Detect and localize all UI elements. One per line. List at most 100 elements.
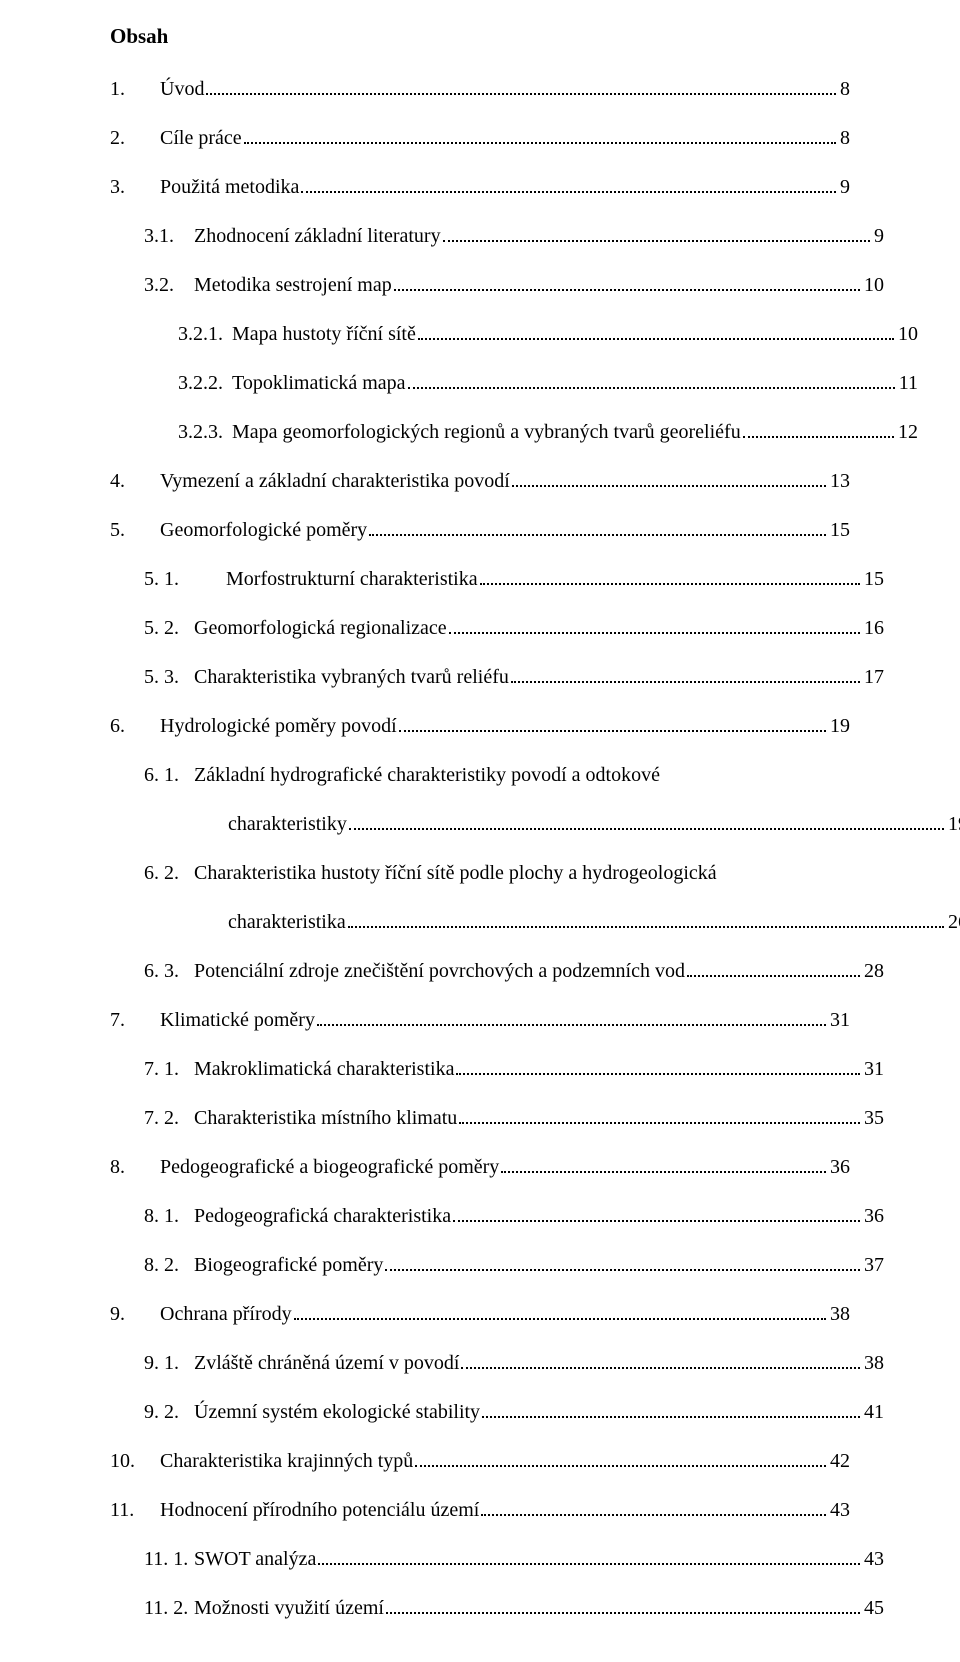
toc-entry: 7. 1.Makroklimatická charakteristika31	[110, 1055, 884, 1083]
toc-entry-page: 37	[862, 1251, 884, 1279]
toc-entry-title: Základní hydrografické charakteristiky p…	[194, 761, 660, 789]
toc-entry: 9. 1.Zvláště chráněná území v povodí38	[110, 1349, 884, 1377]
toc-entry: 7.Klimatické poměry31	[110, 1006, 850, 1034]
toc-leader	[301, 173, 836, 193]
toc-entry-number: 3.2.2.	[178, 369, 232, 397]
toc-entry-number: 10.	[110, 1447, 160, 1475]
toc-entry-number: 9. 1.	[144, 1349, 194, 1377]
toc-entry-number: 8.	[110, 1153, 160, 1181]
toc-leader	[386, 1594, 860, 1614]
toc-entry: 7. 2.Charakteristika místního klimatu 35	[110, 1104, 884, 1132]
toc-entry-page: 9	[872, 222, 884, 250]
toc-leader	[348, 908, 944, 928]
toc-entry: 3.Použitá metodika9	[110, 173, 850, 201]
toc-leader	[456, 1055, 860, 1075]
toc-leader	[394, 271, 860, 291]
toc-leader	[415, 1447, 826, 1467]
toc-entry-continuation: charakteristika 26	[110, 908, 960, 936]
toc-entry-number: 6. 2.	[144, 859, 194, 887]
toc-entry-title: Mapa hustoty říční sítě	[232, 320, 416, 348]
toc-leader	[453, 1202, 860, 1222]
toc-entry: 8.Pedogeografické a biogeografické poměr…	[110, 1153, 850, 1181]
toc-entry: 3.2.1.Mapa hustoty říční sítě10	[110, 320, 918, 348]
toc-entry-page: 41	[862, 1398, 884, 1426]
toc-entry-page: 42	[828, 1447, 850, 1475]
toc-leader	[244, 124, 836, 144]
toc-entry: 5. 1.Morfostrukturní charakteristika15	[110, 565, 884, 593]
toc-entry-title: Makroklimatická charakteristika	[194, 1055, 454, 1083]
toc-entry: 5. 2.Geomorfologická regionalizace16	[110, 614, 884, 642]
toc-entry: 1.Úvod8	[110, 75, 850, 103]
toc-entry-page: 36	[828, 1153, 850, 1181]
toc-entry-number: 6.	[110, 712, 160, 740]
toc-entry-title: Použitá metodika	[160, 173, 299, 201]
toc-entry-number: 5.	[110, 516, 160, 544]
toc-entry-page: 43	[828, 1496, 850, 1524]
toc-entry-number: 3.2.3.	[178, 418, 232, 446]
toc-entry: 11. 1.SWOT analýza43	[110, 1545, 884, 1573]
toc-entry: 3.2.3.Mapa geomorfologických regionů a v…	[110, 418, 918, 446]
toc-entry-title: Charakteristika místního klimatu	[194, 1104, 457, 1132]
toc-entry-page: 26	[946, 908, 960, 936]
toc-entry-page: 31	[828, 1006, 850, 1034]
toc-leader	[459, 1104, 860, 1124]
toc-entry-title: Charakteristika vybraných tvarů reliéfu	[194, 663, 509, 691]
toc-entry: 10.Charakteristika krajinných typů 42	[110, 1447, 850, 1475]
toc-entry-title: Geomorfologické poměry	[160, 516, 367, 544]
toc-leader	[482, 1398, 860, 1418]
toc-leader	[206, 75, 836, 95]
toc-entry-page: 12	[896, 418, 918, 446]
toc-entry-title: Možnosti využití území	[194, 1594, 384, 1622]
toc-entry: 8. 1.Pedogeografická charakteristika36	[110, 1202, 884, 1230]
toc-leader	[461, 1349, 860, 1369]
toc-entry-title: Geomorfologická regionalizace	[194, 614, 447, 642]
toc-entry-title: Metodika sestrojení map	[194, 271, 392, 299]
toc-heading: Obsah	[110, 22, 850, 51]
toc-entry-page: 38	[828, 1300, 850, 1328]
toc-leader	[481, 1496, 826, 1516]
toc-leader	[480, 565, 860, 585]
toc-leader	[369, 516, 826, 536]
toc-entry: 6. 3.Potenciální zdroje znečištění povrc…	[110, 957, 884, 985]
toc-entry-number: 5. 2.	[144, 614, 194, 642]
toc-entry-title: Hydrologické poměry povodí	[160, 712, 397, 740]
toc-entry-title: Charakteristika krajinných typů	[160, 1447, 413, 1475]
toc-entry: 6. 1.Základní hydrografické charakterist…	[110, 761, 884, 789]
toc-entry-title: Zvláště chráněná území v povodí	[194, 1349, 459, 1377]
toc-entry: 3.2.Metodika sestrojení map10	[110, 271, 884, 299]
toc-entry-page: 28	[862, 957, 884, 985]
toc-leader	[349, 810, 944, 830]
toc-entry-title-cont: charakteristika	[228, 908, 346, 936]
toc-entry-page: 19	[828, 712, 850, 740]
toc-entry-number: 2.	[110, 124, 160, 152]
toc-entry-title: Potenciální zdroje znečištění povrchovýc…	[194, 957, 685, 985]
toc-entry: 5. 3.Charakteristika vybraných tvarů rel…	[110, 663, 884, 691]
toc-entry-page: 8	[838, 124, 850, 152]
toc-entry-title: Hodnocení přírodního potenciálu území	[160, 1496, 479, 1524]
toc-leader	[687, 957, 860, 977]
toc-entry: 6. 2.Charakteristika hustoty říční sítě …	[110, 859, 884, 887]
toc-entry: 3.2.2.Topoklimatická mapa11	[110, 369, 918, 397]
toc-entry-page: 43	[862, 1545, 884, 1573]
toc-leader	[443, 222, 870, 242]
toc-leader	[743, 418, 894, 438]
toc-entry-page: 45	[862, 1594, 884, 1622]
toc-entry-page: 8	[838, 75, 850, 103]
toc-leader	[318, 1545, 860, 1565]
toc-entry: 5.Geomorfologické poměry15	[110, 516, 850, 544]
toc-entry-number: 1.	[110, 75, 160, 103]
toc-entry-title: Klimatické poměry	[160, 1006, 315, 1034]
toc-entry-number: 6. 1.	[144, 761, 194, 789]
table-of-contents: 1.Úvod82.Cíle práce83.Použitá metodika93…	[110, 75, 850, 1622]
toc-entry-number: 11. 1.	[144, 1545, 194, 1573]
toc-entry: 2.Cíle práce 8	[110, 124, 850, 152]
toc-entry-number: 8. 1.	[144, 1202, 194, 1230]
toc-entry-title: Cíle práce	[160, 124, 242, 152]
toc-entry-title: Ochrana přírody	[160, 1300, 292, 1328]
toc-entry-number: 7. 2.	[144, 1104, 194, 1132]
toc-entry-number: 9. 2.	[144, 1398, 194, 1426]
toc-entry-page: 35	[862, 1104, 884, 1132]
toc-entry-page: 31	[862, 1055, 884, 1083]
toc-entry-page: 9	[838, 173, 850, 201]
toc-leader	[385, 1251, 860, 1271]
